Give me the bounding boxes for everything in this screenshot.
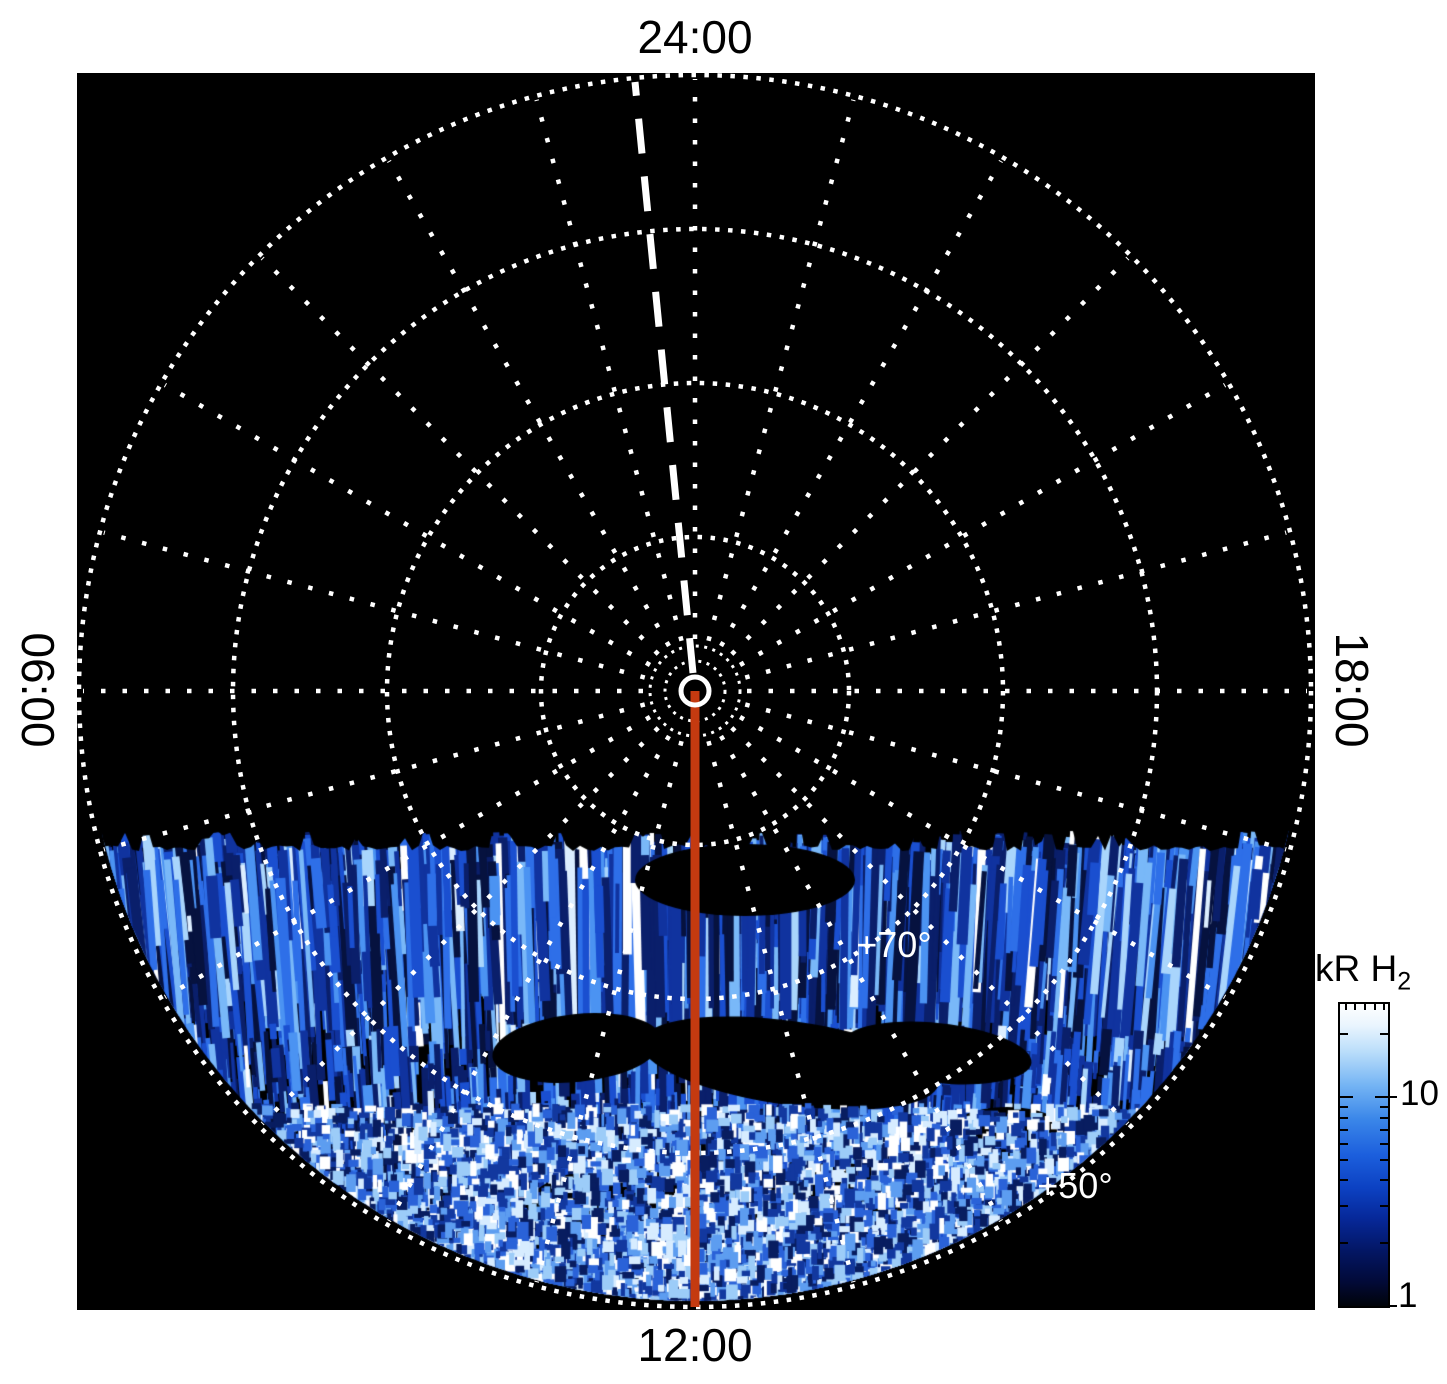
- colorbar-top-tick: [1364, 1004, 1366, 1010]
- colorbar-tick: [1380, 1179, 1388, 1182]
- colorbar-top-tick: [1373, 1004, 1376, 1010]
- colorbar-top-tick: [1344, 1004, 1347, 1010]
- colorbar-title-sub: 2: [1397, 967, 1412, 996]
- colorbar-tick: [1340, 1205, 1348, 1208]
- mlt-label-0600: 06:00: [12, 632, 64, 748]
- polar-plot-area: +70° +50°: [77, 73, 1315, 1310]
- colorbar-tick: [1340, 1128, 1348, 1131]
- colorbar-tick: [1380, 1105, 1388, 1108]
- colorbar-tick-label-10: 10: [1400, 1074, 1439, 1113]
- colorbar-tick: [1375, 1096, 1388, 1099]
- colorbar-outer-tick: [1390, 1096, 1397, 1099]
- colorbar-tick: [1380, 1142, 1388, 1145]
- colorbar-title-main: kR H: [1315, 948, 1398, 989]
- colorbar-outer-tick: [1390, 1305, 1397, 1307]
- colorbar-top-tick: [1354, 1004, 1357, 1010]
- colorbar-top-tick: [1383, 1004, 1386, 1010]
- colorbar-tick: [1340, 1142, 1348, 1145]
- colorbar-tick: [1380, 1033, 1388, 1036]
- latitude-label-50: +50°: [1037, 1165, 1112, 1206]
- colorbar-tick: [1380, 1159, 1388, 1162]
- colorbar: [1338, 1002, 1397, 1308]
- colorbar-tick: [1340, 1096, 1353, 1099]
- dashed-meridian-line: [631, 81, 697, 674]
- pole-ring-icon: [678, 674, 712, 708]
- dotted-grid: [77, 73, 1314, 1310]
- colorbar-tick: [1340, 1033, 1348, 1036]
- colorbar-gradient: [1340, 1004, 1388, 1306]
- colorbar-tick: [1380, 1128, 1388, 1131]
- polar-grid-overlay: +70° +50°: [77, 73, 1314, 1310]
- mlt-label-1800: 18:00: [1326, 632, 1378, 748]
- mlt-label-2400: 24:00: [637, 11, 753, 63]
- latitude-label-70: +70°: [856, 924, 931, 965]
- colorbar-tick: [1340, 1179, 1348, 1182]
- colorbar-tick: [1380, 1205, 1388, 1208]
- colorbar-tick: [1340, 1116, 1348, 1119]
- colorbar-title: kR H2: [1315, 948, 1411, 996]
- colorbar-tick: [1380, 1242, 1388, 1245]
- mlt-label-1200: 12:00: [637, 1319, 753, 1371]
- colorbar-tick-label-1: 1: [1398, 1276, 1418, 1315]
- colorbar-tick: [1340, 1242, 1348, 1245]
- colorbar-tick: [1340, 1105, 1348, 1108]
- colorbar-tick: [1340, 1159, 1348, 1162]
- colorbar-tick: [1380, 1116, 1388, 1119]
